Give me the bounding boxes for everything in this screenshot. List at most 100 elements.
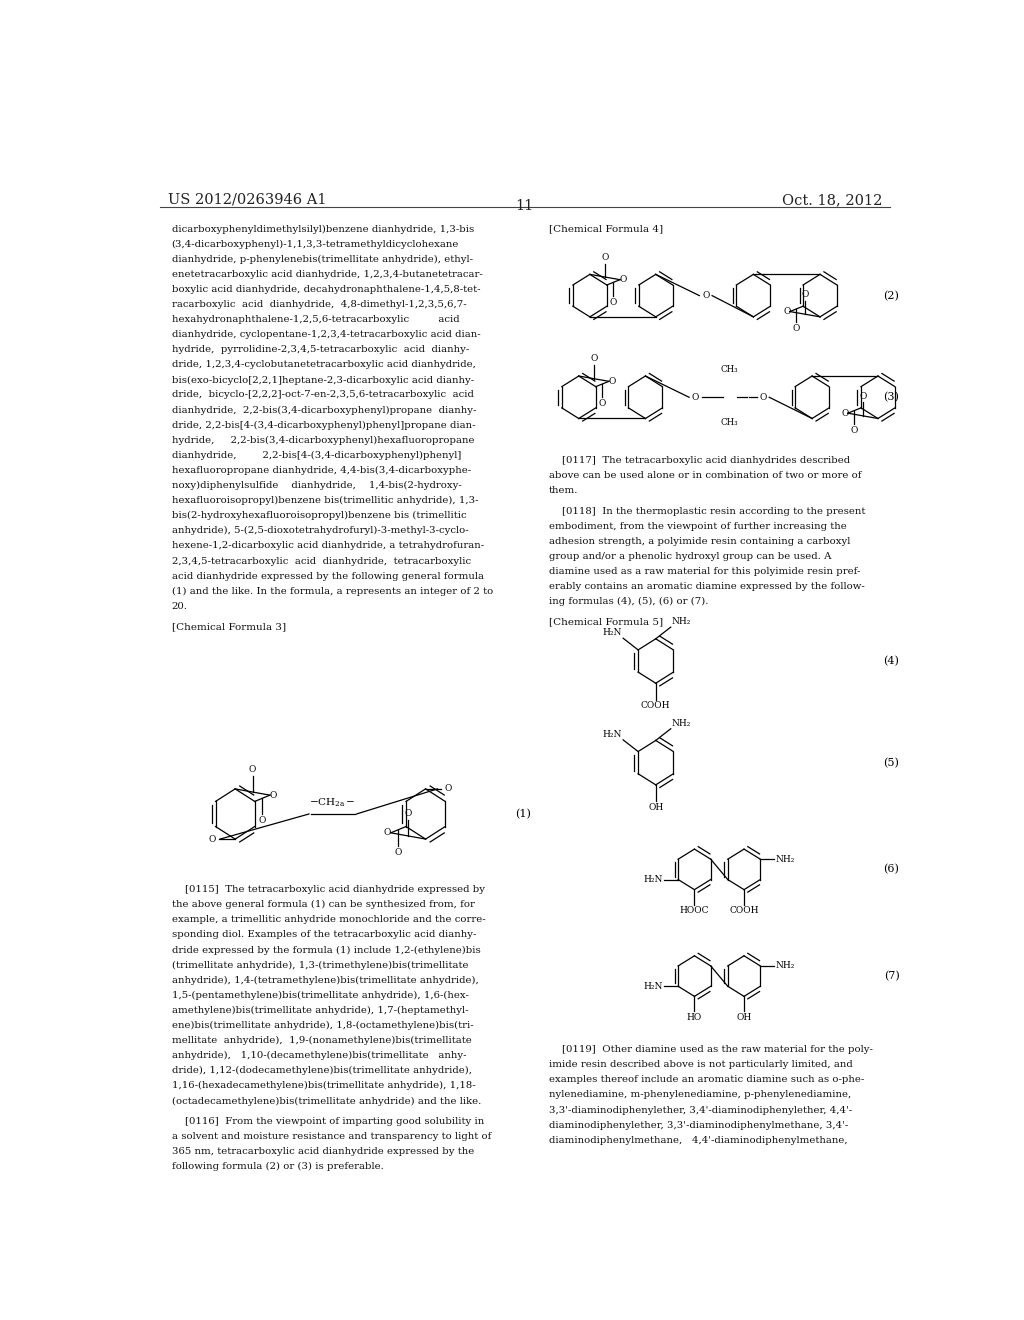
Text: O: O <box>259 816 266 825</box>
Text: 20.: 20. <box>172 602 187 611</box>
Text: H₂N: H₂N <box>644 982 664 991</box>
Text: (trimellitate anhydride), 1,3-(trimethylene)bis(trimellitate: (trimellitate anhydride), 1,3-(trimethyl… <box>172 961 468 970</box>
Text: O: O <box>384 829 391 837</box>
Text: 11: 11 <box>516 199 534 213</box>
Text: dride), 1,12-(dodecamethylene)bis(trimellitate anhydride),: dride), 1,12-(dodecamethylene)bis(trimel… <box>172 1067 472 1076</box>
Text: a solvent and moisture resistance and transparency to light of: a solvent and moisture resistance and tr… <box>172 1131 492 1140</box>
Text: racarboxylic  acid  dianhydride,  4,8-dimethyl-1,2,3,5,6,7-: racarboxylic acid dianhydride, 4,8-dimet… <box>172 300 466 309</box>
Text: above can be used alone or in combination of two or more of: above can be used alone or in combinatio… <box>549 471 861 480</box>
Text: dride, 2,2-bis[4-(3,4-dicarboxyphenyl)phenyl]propane dian-: dride, 2,2-bis[4-(3,4-dicarboxyphenyl)ph… <box>172 421 475 430</box>
Text: examples thereof include an aromatic diamine such as o-phe-: examples thereof include an aromatic dia… <box>549 1076 864 1085</box>
Text: (4): (4) <box>884 656 899 667</box>
Text: 1,5-(pentamethylene)bis(trimellitate anhydride), 1,6-(hex-: 1,5-(pentamethylene)bis(trimellitate anh… <box>172 991 469 1001</box>
Text: diamine used as a raw material for this polyimide resin pref-: diamine used as a raw material for this … <box>549 568 860 576</box>
Text: (6): (6) <box>884 865 899 875</box>
Text: O: O <box>692 393 699 401</box>
Text: O: O <box>793 325 800 333</box>
Text: amethylene)bis(trimellitate anhydride), 1,7-(heptamethyl-: amethylene)bis(trimellitate anhydride), … <box>172 1006 468 1015</box>
Text: [0115]  The tetracarboxylic acid dianhydride expressed by: [0115] The tetracarboxylic acid dianhydr… <box>172 886 484 894</box>
Text: O: O <box>209 834 216 843</box>
Text: HO: HO <box>687 1012 702 1022</box>
Text: anhydride), 1,4-(tetramethylene)bis(trimellitate anhydride),: anhydride), 1,4-(tetramethylene)bis(trim… <box>172 975 478 985</box>
Text: O: O <box>609 297 617 306</box>
Text: COOH: COOH <box>729 907 759 915</box>
Text: 365 nm, tetracarboxylic acid dianhydride expressed by the: 365 nm, tetracarboxylic acid dianhydride… <box>172 1147 474 1156</box>
Text: (7): (7) <box>884 972 899 981</box>
Text: following formula (2) or (3) is preferable.: following formula (2) or (3) is preferab… <box>172 1162 384 1171</box>
Text: O: O <box>590 355 598 363</box>
Text: (3): (3) <box>884 392 899 403</box>
Text: mellitate  anhydride),  1,9-(nonamethylene)bis(trimellitate: mellitate anhydride), 1,9-(nonamethylene… <box>172 1036 471 1045</box>
Text: O: O <box>269 791 278 800</box>
Text: the above general formula (1) can be synthesized from, for: the above general formula (1) can be syn… <box>172 900 474 909</box>
Text: acid dianhydride expressed by the following general formula: acid dianhydride expressed by the follow… <box>172 572 483 581</box>
Text: O: O <box>859 392 866 401</box>
Text: CH₃: CH₃ <box>721 364 738 374</box>
Text: [Chemical Formula 4]: [Chemical Formula 4] <box>549 224 663 234</box>
Text: US 2012/0263946 A1: US 2012/0263946 A1 <box>168 193 327 207</box>
Text: adhesion strength, a polyimide resin containing a carboxyl: adhesion strength, a polyimide resin con… <box>549 537 850 545</box>
Text: O: O <box>444 784 452 793</box>
Text: [Chemical Formula 5]: [Chemical Formula 5] <box>549 618 663 626</box>
Text: OH: OH <box>736 1012 752 1022</box>
Text: (2): (2) <box>884 290 899 301</box>
Text: CH₃: CH₃ <box>721 417 738 426</box>
Text: dride, 1,2,3,4-cyclobutanetetracarboxylic acid dianhydride,: dride, 1,2,3,4-cyclobutanetetracarboxyli… <box>172 360 475 370</box>
Text: sponding diol. Examples of the tetracarboxylic acid dianhy-: sponding diol. Examples of the tetracarb… <box>172 931 476 940</box>
Text: NH₂: NH₂ <box>672 718 691 727</box>
Text: diaminodiphenylether, 3,3'-diaminodiphenylmethane, 3,4'-: diaminodiphenylether, 3,3'-diaminodiphen… <box>549 1121 848 1130</box>
Text: embodiment, from the viewpoint of further increasing the: embodiment, from the viewpoint of furthe… <box>549 521 847 531</box>
Text: diaminodiphenylmethane,   4,4'-diaminodiphenylmethane,: diaminodiphenylmethane, 4,4'-diaminodiph… <box>549 1135 847 1144</box>
Text: dicarboxyphenyldimethylsilyl)benzene dianhydride, 1,3-bis: dicarboxyphenyldimethylsilyl)benzene dia… <box>172 224 474 234</box>
Text: ene)bis(trimellitate anhydride), 1,8-(octamethylene)bis(tri-: ene)bis(trimellitate anhydride), 1,8-(oc… <box>172 1020 473 1030</box>
Text: boxylic acid dianhydride, decahydronaphthalene-1,4,5,8-tet-: boxylic acid dianhydride, decahydronapht… <box>172 285 480 294</box>
Text: anhydride), 5-(2,5-dioxotetrahydrofuryl)-3-methyl-3-cyclo-: anhydride), 5-(2,5-dioxotetrahydrofuryl)… <box>172 527 468 536</box>
Text: hydride,  pyrrolidine-2,3,4,5-tetracarboxylic  acid  dianhy-: hydride, pyrrolidine-2,3,4,5-tetracarbox… <box>172 346 469 354</box>
Text: H₂N: H₂N <box>644 875 664 884</box>
Text: anhydride),   1,10-(decamethylene)bis(trimellitate   anhy-: anhydride), 1,10-(decamethylene)bis(trim… <box>172 1051 466 1060</box>
Text: example, a trimellitic anhydride monochloride and the corre-: example, a trimellitic anhydride monochl… <box>172 915 485 924</box>
Text: dianhydride,        2,2-bis[4-(3,4-dicarboxyphenyl)phenyl]: dianhydride, 2,2-bis[4-(3,4-dicarboxyphe… <box>172 451 461 459</box>
Text: Oct. 18, 2012: Oct. 18, 2012 <box>781 193 882 207</box>
Text: (octadecamethylene)bis(trimellitate anhydride) and the like.: (octadecamethylene)bis(trimellitate anhy… <box>172 1097 481 1106</box>
Text: hydride,     2,2-bis(3,4-dicarboxyphenyl)hexafluoropropane: hydride, 2,2-bis(3,4-dicarboxyphenyl)hex… <box>172 436 474 445</box>
Text: OH: OH <box>648 803 664 812</box>
Text: hexafluoropropane dianhydride, 4,4-bis(3,4-dicarboxyphe-: hexafluoropropane dianhydride, 4,4-bis(3… <box>172 466 471 475</box>
Text: O: O <box>601 253 608 261</box>
Text: 2,3,4,5-tetracarboxylic  acid  dianhydride,  tetracarboxylic: 2,3,4,5-tetracarboxylic acid dianhydride… <box>172 557 471 565</box>
Text: erably contains an aromatic diamine expressed by the follow-: erably contains an aromatic diamine expr… <box>549 582 864 591</box>
Text: hexahydronaphthalene-1,2,5,6-tetracarboxylic         acid: hexahydronaphthalene-1,2,5,6-tetracarbox… <box>172 315 460 323</box>
Text: H₂N: H₂N <box>603 628 622 638</box>
Text: O: O <box>801 290 809 300</box>
Text: dianhydride, cyclopentane-1,2,3,4-tetracarboxylic acid dian-: dianhydride, cyclopentane-1,2,3,4-tetrac… <box>172 330 480 339</box>
Text: O: O <box>702 292 710 300</box>
Text: [0116]  From the viewpoint of imparting good solubility in: [0116] From the viewpoint of imparting g… <box>172 1117 484 1126</box>
Text: O: O <box>608 376 615 385</box>
Text: [0118]  In the thermoplastic resin according to the present: [0118] In the thermoplastic resin accord… <box>549 507 865 516</box>
Text: (1): (1) <box>515 809 531 820</box>
Text: O: O <box>394 847 402 857</box>
Text: imide resin described above is not particularly limited, and: imide resin described above is not parti… <box>549 1060 852 1069</box>
Text: ing formulas (4), (5), (6) or (7).: ing formulas (4), (5), (6) or (7). <box>549 597 709 606</box>
Text: (1) and the like. In the formula, a represents an integer of 2 to: (1) and the like. In the formula, a repr… <box>172 586 493 595</box>
Text: dianhydride,  2,2-bis(3,4-dicarboxyphenyl)propane  dianhy-: dianhydride, 2,2-bis(3,4-dicarboxyphenyl… <box>172 405 476 414</box>
Text: $\mathregular{-CH_{2a}-}$: $\mathregular{-CH_{2a}-}$ <box>309 796 356 809</box>
Text: [0117]  The tetracarboxylic acid dianhydrides described: [0117] The tetracarboxylic acid dianhydr… <box>549 457 850 465</box>
Text: enetetracarboxylic acid dianhydride, 1,2,3,4-butanetetracar-: enetetracarboxylic acid dianhydride, 1,2… <box>172 269 482 279</box>
Text: O: O <box>249 766 256 774</box>
Text: dianhydride, p-phenylenebis(trimellitate anhydride), ethyl-: dianhydride, p-phenylenebis(trimellitate… <box>172 255 473 264</box>
Text: nylenediamine, m-phenylenediamine, p-phenylenediamine,: nylenediamine, m-phenylenediamine, p-phe… <box>549 1090 851 1100</box>
Text: dride expressed by the formula (1) include 1,2-(ethylene)bis: dride expressed by the formula (1) inclu… <box>172 945 480 954</box>
Text: (5): (5) <box>884 758 899 768</box>
Text: 3,3'-diaminodiphenylether, 3,4'-diaminodiphenylether, 4,4'-: 3,3'-diaminodiphenylether, 3,4'-diaminod… <box>549 1106 852 1114</box>
Text: HOOC: HOOC <box>680 907 710 915</box>
Text: group and/or a phenolic hydroxyl group can be used. A: group and/or a phenolic hydroxyl group c… <box>549 552 831 561</box>
Text: hexafluoroisopropyl)benzene bis(trimellitic anhydride), 1,3-: hexafluoroisopropyl)benzene bis(trimelli… <box>172 496 478 506</box>
Text: O: O <box>620 275 627 284</box>
Text: bis(2-hydroxyhexafluoroisopropyl)benzene bis (trimellitic: bis(2-hydroxyhexafluoroisopropyl)benzene… <box>172 511 466 520</box>
Text: hexene-1,2-dicarboxylic acid dianhydride, a tetrahydrofuran-: hexene-1,2-dicarboxylic acid dianhydride… <box>172 541 483 550</box>
Text: 1,16-(hexadecamethylene)bis(trimellitate anhydride), 1,18-: 1,16-(hexadecamethylene)bis(trimellitate… <box>172 1081 475 1090</box>
Text: dride,  bicyclo-[2,2,2]-oct-7-en-2,3,5,6-tetracarboxylic  acid: dride, bicyclo-[2,2,2]-oct-7-en-2,3,5,6-… <box>172 391 473 400</box>
Text: H₂N: H₂N <box>603 730 622 739</box>
Text: NH₂: NH₂ <box>672 616 691 626</box>
